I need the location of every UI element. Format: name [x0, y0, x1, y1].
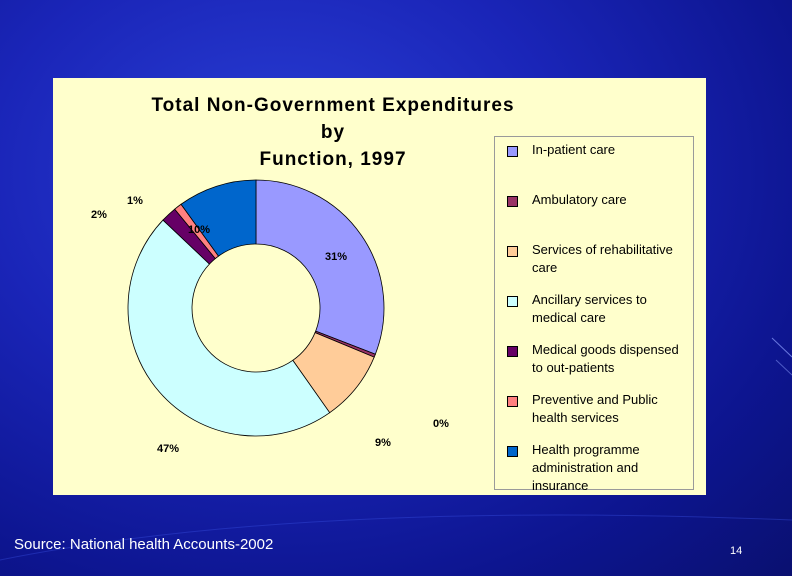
legend: In-patient care Ambulatory care Services…	[494, 136, 694, 493]
slice-label-inpatient: 31%	[325, 251, 347, 263]
legend-swatch-inpatient	[507, 146, 518, 157]
legend-label-ambulatory: Ambulatory care	[532, 192, 627, 207]
chart-title-line2: Function, 1997	[259, 149, 407, 170]
page-number: 14	[730, 545, 743, 557]
legend-swatch-ancillary	[507, 296, 518, 307]
slice-label-rehabilitative: 9%	[375, 437, 391, 449]
slice-label-medical-goods: 2%	[91, 209, 107, 221]
legend-swatch-medical-goods	[507, 346, 518, 357]
slice-label-ancillary: 47%	[157, 443, 179, 455]
source-note: Source: National health Accounts-2002	[14, 536, 274, 553]
legend-label-administration: Health programme administration and insu…	[532, 442, 640, 493]
slice-ancillary	[127, 219, 331, 437]
legend-swatch-rehabilitative	[507, 246, 518, 257]
chart-title: Total Non-Government Expenditures by Fun…	[143, 92, 523, 173]
slice-label-preventive: 1%	[127, 195, 143, 207]
donut-chart: 31% 0% 9% 47% 2% 1% 10%	[91, 179, 449, 455]
legend-swatch-preventive	[507, 396, 518, 407]
legend-label-medical-goods: Medical goods dispensed to out-patients	[532, 342, 679, 375]
slice-label-administration: 10%	[188, 224, 210, 236]
chart-title-line1: Total Non-Government Expenditures by	[151, 95, 515, 143]
chart-panel: Total Non-Government Expenditures by Fun…	[53, 78, 706, 495]
legend-swatch-ambulatory	[507, 196, 518, 207]
legend-label-preventive: Preventive and Public health services	[532, 392, 658, 425]
legend-label-inpatient: In-patient care	[532, 142, 616, 157]
slice-inpatient	[255, 179, 385, 355]
legend-swatch-administration	[507, 446, 518, 457]
legend-label-ancillary: Ancillary services to medical care	[532, 292, 647, 325]
slice-administration	[180, 179, 257, 257]
slice-label-ambulatory: 0%	[433, 418, 449, 430]
legend-label-rehabilitative: Services of rehabilitative care	[532, 242, 673, 275]
